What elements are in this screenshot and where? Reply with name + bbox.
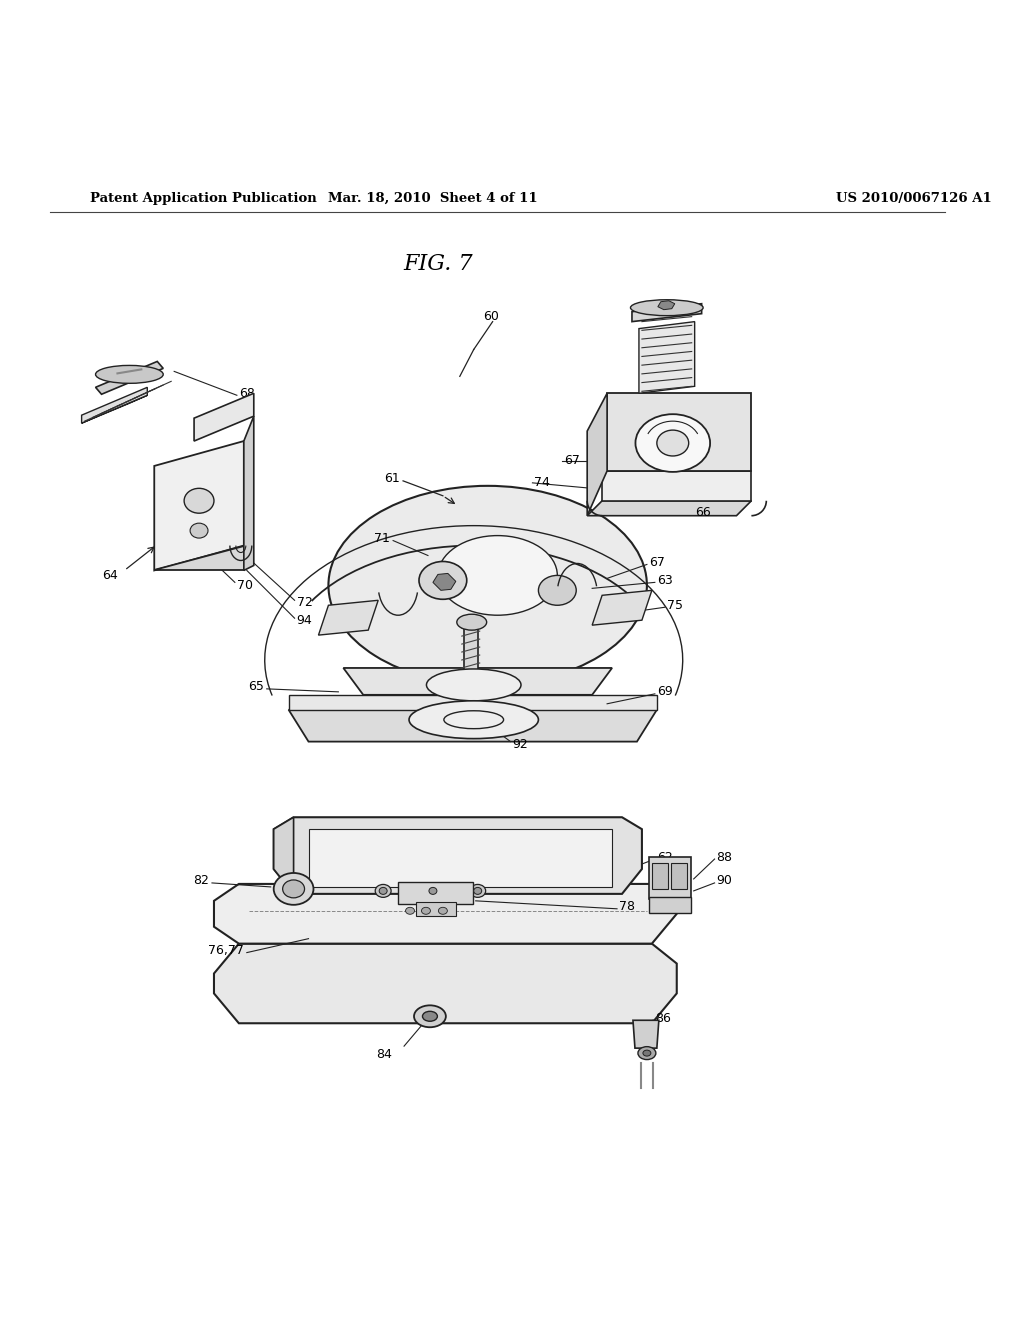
Polygon shape [195,393,254,441]
Ellipse shape [638,1047,655,1060]
Polygon shape [607,393,752,471]
Bar [671,863,687,888]
Text: 71: 71 [374,532,390,545]
Polygon shape [433,573,456,590]
Text: 61: 61 [384,473,400,486]
Text: 64: 64 [101,569,118,582]
Polygon shape [632,304,701,322]
Ellipse shape [438,907,447,915]
Ellipse shape [406,907,415,915]
Bar [416,902,456,916]
Polygon shape [602,471,752,500]
Polygon shape [343,668,612,694]
Text: 94: 94 [297,614,312,627]
Polygon shape [587,393,607,516]
Ellipse shape [438,536,557,615]
Ellipse shape [283,880,304,898]
Polygon shape [273,817,642,894]
Bar [649,857,690,899]
Ellipse shape [409,701,539,739]
Ellipse shape [419,561,467,599]
Text: 63: 63 [656,574,673,587]
Text: 76,77: 76,77 [208,944,244,957]
Ellipse shape [379,887,387,895]
Bar [308,829,612,887]
Polygon shape [289,710,656,742]
Ellipse shape [190,523,208,539]
Polygon shape [273,817,294,894]
Text: FIG. 7: FIG. 7 [403,253,473,275]
Ellipse shape [425,884,441,898]
Ellipse shape [422,907,430,915]
Polygon shape [214,944,677,1023]
Text: 66: 66 [694,506,711,519]
Polygon shape [633,1020,658,1048]
Bar [649,896,690,913]
Ellipse shape [631,300,703,315]
Ellipse shape [273,873,313,904]
Ellipse shape [184,488,214,513]
Text: 70: 70 [237,579,253,591]
Ellipse shape [423,1011,437,1022]
Ellipse shape [329,486,647,685]
Text: 62: 62 [656,850,673,863]
Polygon shape [318,601,378,635]
Ellipse shape [375,884,391,898]
Text: 90: 90 [717,874,732,887]
Text: 78: 78 [620,900,635,913]
Polygon shape [657,301,675,310]
Polygon shape [464,622,478,671]
Polygon shape [214,884,677,944]
Text: 60: 60 [482,310,499,323]
Text: 67: 67 [564,454,581,467]
Text: 68: 68 [239,387,255,400]
Text: 92: 92 [513,738,528,751]
Polygon shape [155,545,244,570]
Polygon shape [82,387,147,424]
Polygon shape [289,694,656,710]
Text: 80: 80 [371,861,386,874]
Polygon shape [587,500,752,516]
Ellipse shape [429,887,437,895]
Text: Patent Application Publication: Patent Application Publication [89,191,316,205]
Text: US 2010/0067126 A1: US 2010/0067126 A1 [836,191,991,205]
Polygon shape [82,395,147,424]
Ellipse shape [95,366,163,383]
Text: 88: 88 [717,850,732,863]
Ellipse shape [539,576,577,606]
Bar [652,863,668,888]
Text: 82: 82 [194,874,209,887]
Polygon shape [592,590,652,626]
Text: 67: 67 [649,556,665,569]
Text: 75: 75 [667,599,683,611]
Polygon shape [95,362,163,395]
Text: 69: 69 [656,685,673,698]
Ellipse shape [457,614,486,630]
Ellipse shape [414,1006,445,1027]
Text: 72: 72 [297,595,312,609]
Ellipse shape [656,430,689,455]
Bar [398,882,473,904]
Polygon shape [244,416,254,570]
Ellipse shape [636,414,710,473]
Text: Mar. 18, 2010  Sheet 4 of 11: Mar. 18, 2010 Sheet 4 of 11 [328,191,538,205]
Text: 84: 84 [376,1048,392,1061]
Text: 65: 65 [248,680,264,693]
Ellipse shape [426,669,521,701]
Text: 86: 86 [655,1012,671,1024]
Polygon shape [639,322,694,393]
Ellipse shape [470,884,485,898]
Ellipse shape [643,1051,651,1056]
Text: 74: 74 [535,477,550,490]
Ellipse shape [474,887,481,895]
Polygon shape [155,441,244,570]
